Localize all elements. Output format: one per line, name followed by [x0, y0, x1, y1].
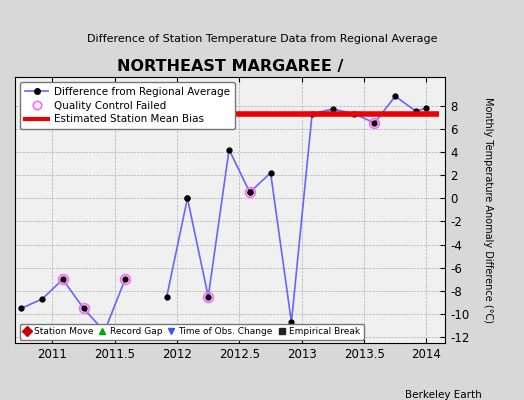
Y-axis label: Monthly Temperature Anomaly Difference (°C): Monthly Temperature Anomaly Difference (…: [483, 97, 493, 323]
Text: Berkeley Earth: Berkeley Earth: [406, 390, 482, 400]
Text: Difference of Station Temperature Data from Regional Average: Difference of Station Temperature Data f…: [87, 34, 437, 44]
Legend: Station Move, Record Gap, Time of Obs. Change, Empirical Break: Station Move, Record Gap, Time of Obs. C…: [19, 324, 364, 340]
Title: NORTHEAST MARGAREE /: NORTHEAST MARGAREE /: [117, 59, 343, 74]
